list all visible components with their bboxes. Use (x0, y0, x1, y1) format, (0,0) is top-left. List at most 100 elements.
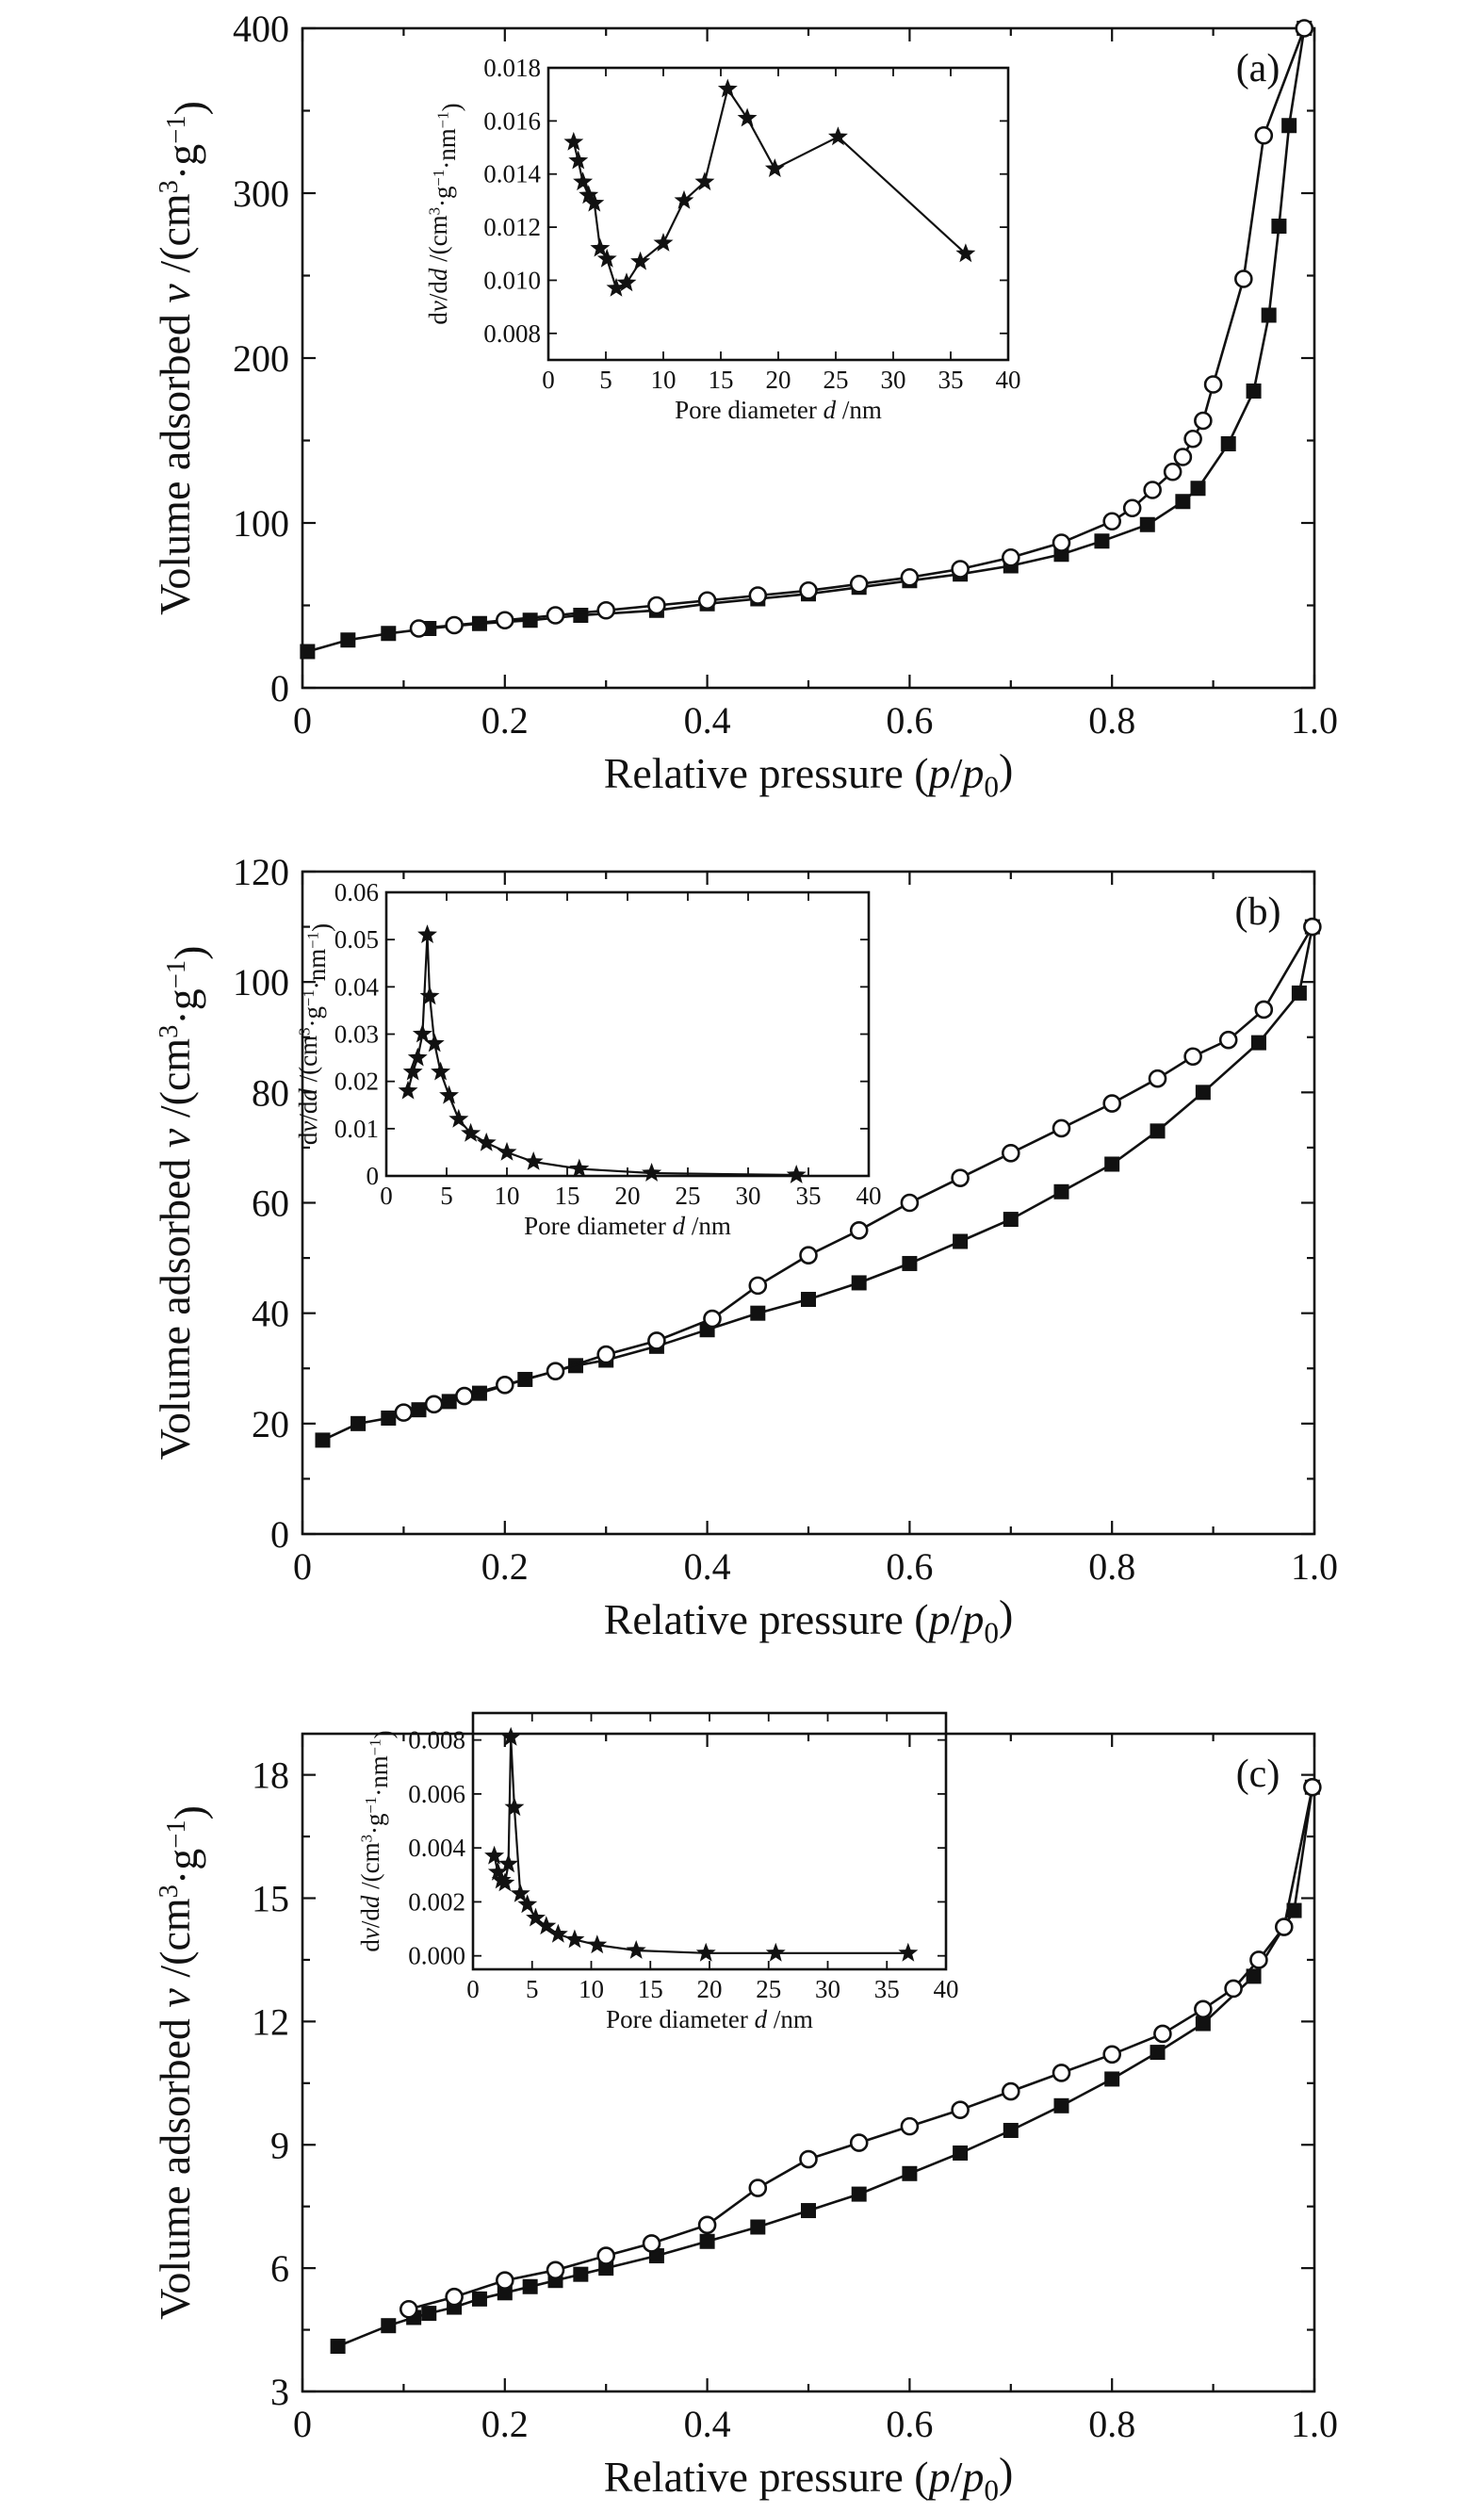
inset-star-point (487, 1861, 508, 1881)
inset-star-point (448, 1108, 469, 1128)
adsorption-point (750, 2219, 766, 2235)
desorption-point (697, 2215, 717, 2235)
x-tick-label: 1.0 (1291, 699, 1338, 742)
inset-star-point (484, 1845, 505, 1865)
inset-star-point (737, 107, 758, 127)
desorption-point (546, 1362, 565, 1380)
inset-star-point (642, 1163, 662, 1182)
inset-star-point (587, 1934, 608, 1954)
inset-star-point (461, 1122, 481, 1142)
adsorption-point (1104, 1156, 1120, 1172)
x-tick-label: 0.4 (684, 2403, 731, 2445)
adsorption-point (1175, 494, 1191, 510)
inset-y-tick-label: 0.000 (408, 1942, 465, 1970)
desorption-point (1234, 269, 1253, 288)
x-tick-label: 0.4 (684, 1545, 731, 1588)
adsorption-line (307, 27, 1306, 653)
adsorption-point (1250, 1035, 1266, 1051)
x-axis-label: Relative pressure (p/p0) (604, 1591, 1014, 1650)
inset-star-point (424, 1033, 445, 1053)
inset-y-tick-label: 0.06 (334, 878, 379, 906)
desorption-point (596, 1345, 616, 1364)
inset-star-point (786, 1165, 807, 1183)
adsorption-point (1281, 118, 1297, 134)
inset-x-tick-label: 40 (856, 1182, 882, 1210)
inset-star-point (491, 1869, 512, 1889)
y-tick-label: 0 (270, 667, 289, 710)
desorption-point (1303, 917, 1322, 937)
y-axis-label: Volume adsorbed v /(cm3·g−1) (151, 101, 214, 615)
adsorption-point (1104, 2071, 1120, 2087)
x-tick-label: 0.2 (481, 1545, 529, 1588)
inset-b: 0 5 10 15 20 25 30 35 40 0 0.01 0.02 0.03 0.04 0.05 0.0… (294, 878, 882, 1240)
desorption-point (1102, 1094, 1121, 1113)
adsorption-point (902, 2165, 918, 2181)
adsorption-point (750, 1305, 766, 1321)
desorption-line (403, 925, 1314, 1414)
inset-star-point (419, 986, 440, 1005)
desorption-point (1303, 1777, 1322, 1797)
adsorption-point (573, 608, 589, 623)
adsorption-point (1190, 481, 1206, 497)
desorption-point (1002, 2081, 1020, 2101)
inset-star-point (402, 1061, 423, 1081)
inset-star-point (398, 1080, 418, 1100)
adsorption-point (421, 2306, 437, 2322)
inset-star-point (630, 251, 651, 270)
inset-x-tick-label: 25 (676, 1182, 701, 1210)
desorption-point (1203, 375, 1223, 394)
adsorption-point (573, 2266, 589, 2282)
y-tick-label: 9 (270, 2124, 289, 2166)
desorption-point (1122, 498, 1142, 518)
desorption-point (445, 615, 464, 635)
desorption-point (697, 591, 717, 611)
inset-y-axis-label: dv/dd /(cm3·g−1·nm−1) (294, 923, 335, 1145)
y-tick-label: 15 (252, 1878, 289, 1920)
y-tick-label: 200 (233, 337, 289, 380)
x-tick-label: 0 (293, 699, 312, 742)
inset-star-point (498, 1853, 519, 1873)
y-tick-label: 20 (252, 1403, 289, 1445)
y-tick-label: 12 (252, 2000, 289, 2043)
desorption-point (799, 1246, 818, 1265)
inset-star-point (407, 1047, 428, 1067)
inset-x-tick-label: 10 (495, 1182, 520, 1210)
desorption-point (1002, 547, 1020, 567)
adsorption-point (381, 626, 397, 642)
desorption-point (596, 600, 616, 620)
x-tick-label: 0.6 (886, 2403, 933, 2445)
x-tick-label: 0.8 (1088, 1545, 1135, 1588)
inset-star-point (674, 189, 694, 209)
inset-y-tick-label: 0.01 (334, 1115, 379, 1143)
desorption-point (495, 611, 514, 630)
inset-star-point (626, 1940, 646, 1959)
inset-star-point (568, 150, 589, 170)
adsorption-point (1261, 307, 1277, 323)
desorption-point (951, 2100, 970, 2119)
adsorption-line (337, 1787, 1314, 2348)
desorption-point (1002, 1143, 1020, 1163)
y-tick-label: 100 (233, 502, 289, 545)
inset-x-axis-label: Pore diameter d /nm (675, 396, 882, 424)
adsorption-point (699, 2233, 715, 2249)
desorption-point (546, 2260, 565, 2280)
x-axis-label: Relative pressure (p/p0) (604, 2449, 1014, 2507)
y-tick-label: 300 (233, 172, 289, 215)
inset-y-tick-label: 0.018 (483, 54, 541, 82)
inset-y-tick-label: 0.016 (483, 106, 541, 135)
inset-x-tick-label: 0 (542, 366, 555, 394)
desorption-point (596, 2246, 616, 2265)
panel-b: 0 0.2 0.4 0.6 0.8 1.0020406080100120Relative … (151, 851, 1338, 1649)
desorption-point (1102, 2045, 1121, 2064)
inset-star-point (898, 1942, 919, 1962)
inset-star-point (584, 192, 605, 212)
adsorption-point (381, 2318, 397, 2334)
desorption-point (1052, 533, 1071, 552)
adsorption-point (351, 1415, 367, 1431)
desorption-point (1183, 429, 1202, 449)
adsorption-point (1286, 1902, 1302, 1918)
inset-line (572, 86, 967, 290)
adsorption-point (801, 2203, 816, 2219)
inset-star-point (579, 185, 599, 204)
inset-star-point (412, 1023, 432, 1043)
